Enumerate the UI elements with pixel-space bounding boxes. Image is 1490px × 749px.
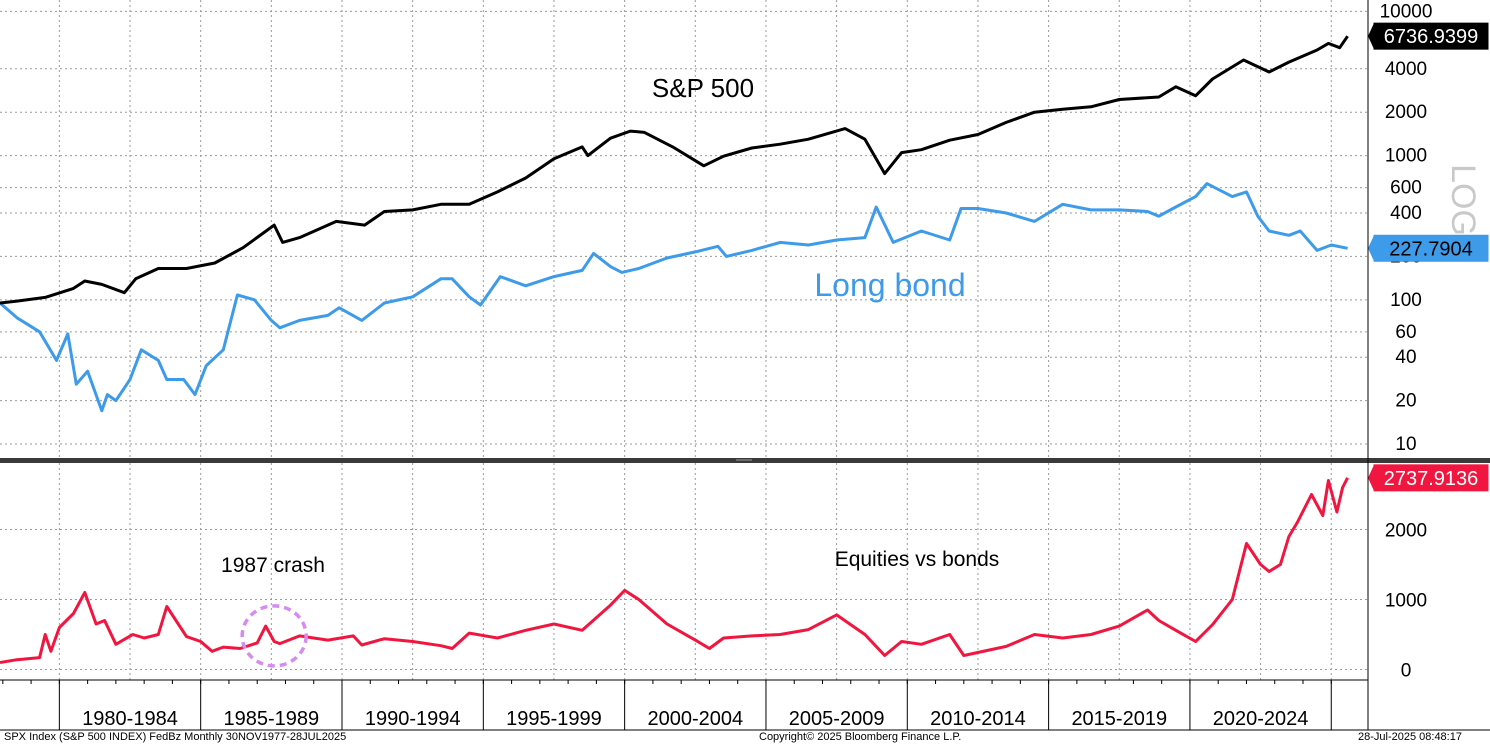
grid-lines (0, 0, 1368, 680)
y-tick-label-upper: 2000 (1385, 102, 1427, 123)
last-value-pointer-equities-vs-bonds (1368, 464, 1374, 491)
log-scale-label: LOG (1444, 164, 1482, 236)
x-tick-label-1995-1999: 1995-1999 (506, 708, 602, 730)
y-tick-label-upper: 20 (1395, 391, 1416, 412)
x-tick-label-1990-1994: 1990-1994 (365, 708, 461, 730)
x-tick-label-1985-1989: 1985-1989 (224, 708, 320, 730)
annotation-1987-crash: 1987 crash (221, 554, 325, 577)
last-value-box-s-p-500 (1373, 22, 1489, 50)
y-tick-label-upper: 100 (1390, 290, 1422, 311)
footer-timestamp: 28-Jul-2025 08:48:17 (1358, 731, 1462, 743)
highlight-circle-1987-crash (240, 604, 308, 668)
x-tick-label-2010-2014: 2010-2014 (930, 708, 1026, 730)
last-value-pointer-s-p-500 (1368, 23, 1374, 50)
x-tick-label-2000-2004: 2000-2004 (647, 708, 743, 730)
y-tick-label-lower: 0 (1401, 661, 1412, 682)
annotation-equities-vs-bonds: Equities vs bonds (835, 548, 1000, 571)
x-tick-label-2020-2024: 2020-2024 (1213, 708, 1309, 730)
y-tick-label-lower: 2000 (1385, 521, 1427, 542)
y-tick-label-lower: 1000 (1385, 591, 1427, 612)
footer-source: SPX Index (S&P 500 INDEX) FedBz Monthly … (4, 731, 347, 743)
y-tick-label-upper: 40 (1395, 347, 1416, 368)
y-tick-label-upper: 60 (1395, 322, 1416, 343)
y-tick-label-upper: 4000 (1385, 59, 1427, 80)
last-value-label-long-bond: 227.7904 (1389, 238, 1472, 260)
annotation-long-bond: Long bond (814, 267, 965, 303)
y-tick-label-upper: 400 (1390, 203, 1422, 224)
last-value-label-s-p-500: 6736.9399 (1384, 26, 1479, 48)
x-tick-label-2015-2019: 2015-2019 (1071, 708, 1167, 730)
y-tick-label-upper: 10000 (1380, 1, 1433, 22)
x-axis: 1980-1984 1985-1989 1990-1994 1995-1999 2000… (0, 0, 1490, 731)
series-group (0, 35, 1349, 664)
series-line-s-p-500 (0, 35, 1349, 305)
x-tick-label-1980-1984: 1980-1984 (82, 708, 178, 730)
y-tick-label-upper: 600 (1390, 178, 1422, 199)
last-value-label-equities-vs-bonds: 2737.9136 (1384, 468, 1479, 490)
panel-separator (0, 458, 1490, 463)
last-value-box-equities-vs-bonds (1373, 464, 1489, 492)
last-value-pointer-long-bond (1368, 235, 1374, 262)
annotations: S&P 500 Long bond Equities vs bonds 1987 cr… (221, 73, 1000, 668)
x-tick-label-2005-2009: 2005-2009 (789, 708, 885, 730)
y-axis-labels: 1020406010020040060010002000400010000010… (1368, 1, 1489, 682)
last-value-box-long-bond (1373, 234, 1489, 262)
y-tick-label-upper: 10 (1395, 434, 1416, 455)
series-line-long-bond (0, 182, 1348, 413)
y-tick-label-upper: 1000 (1385, 146, 1427, 167)
annotation-sp500: S&P 500 (652, 73, 754, 103)
series-line-equities-vs-bonds (0, 477, 1349, 664)
footer-copyright: Copyright© 2025 Bloomberg Finance L.P. (759, 731, 962, 743)
